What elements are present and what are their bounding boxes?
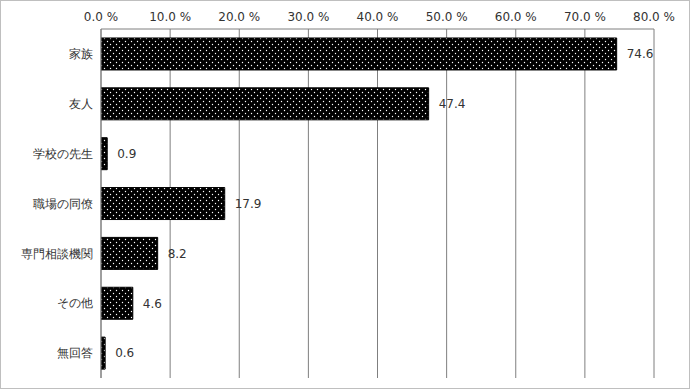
svg-text:0.9: 0.9 [117,147,136,161]
svg-text:0.0 %: 0.0 % [84,10,118,24]
svg-text:4.6: 4.6 [143,297,162,311]
svg-text:無回答: 無回答 [57,346,93,360]
svg-text:74.6: 74.6 [627,47,654,61]
svg-text:0.6: 0.6 [115,346,134,360]
svg-text:その他: その他 [57,296,93,310]
svg-text:50.0 %: 50.0 % [426,10,468,24]
svg-text:80.0 %: 80.0 % [633,10,675,24]
svg-text:40.0 %: 40.0 % [357,10,399,24]
svg-text:学校の先生: 学校の先生 [33,147,93,161]
svg-text:30.0 %: 30.0 % [287,10,329,24]
svg-text:専門相談機関: 専門相談機関 [21,247,93,261]
svg-text:47.4: 47.4 [439,97,466,111]
svg-text:8.2: 8.2 [168,247,187,261]
svg-text:17.9: 17.9 [235,197,262,211]
svg-text:60.0 %: 60.0 % [495,10,537,24]
svg-text:家族: 家族 [69,47,93,61]
svg-text:友人: 友人 [69,97,93,111]
svg-text:10.0 %: 10.0 % [149,10,191,24]
svg-text:職場の同僚: 職場の同僚 [33,197,93,211]
svg-text:20.0 %: 20.0 % [218,10,260,24]
svg-text:70.0 %: 70.0 % [564,10,606,24]
